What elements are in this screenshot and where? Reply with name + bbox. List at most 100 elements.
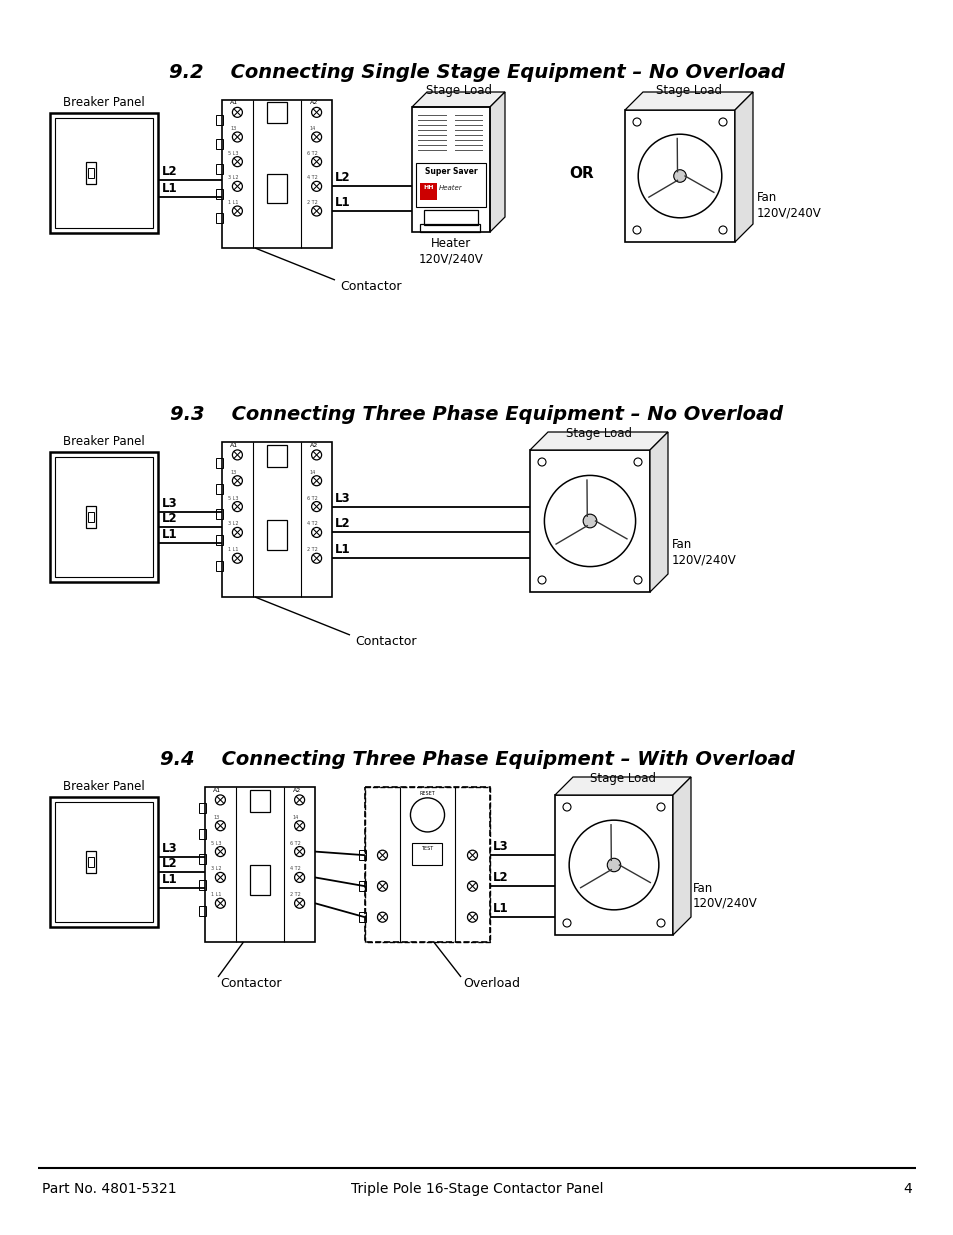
Text: L3: L3 [162,496,177,510]
Text: 14: 14 [309,469,315,474]
Bar [416,163,486,207]
Text: 3 L2: 3 L2 [228,521,238,526]
Text: 9.3    Connecting Three Phase Equipment – No Overload: 9.3 Connecting Three Phase Equipment – N… [171,405,782,424]
Text: 4: 4 [902,1182,911,1195]
Text: 3 L2: 3 L2 [211,867,221,872]
Polygon shape [490,91,504,232]
Bar [205,787,314,942]
Bar [50,112,158,233]
Text: Contactor: Contactor [339,280,401,293]
Bar [250,789,270,811]
Text: Triple Pole 16-Stage Contactor Panel: Triple Pole 16-Stage Contactor Panel [351,1182,602,1195]
Text: L1: L1 [335,196,351,209]
Bar [555,795,672,935]
Bar [55,457,152,577]
Text: L2: L2 [162,857,177,871]
Text: Stage Load: Stage Load [656,84,721,98]
Bar [199,803,206,813]
Bar [419,183,437,200]
Text: Contactor: Contactor [220,977,281,990]
Bar [215,164,223,174]
Polygon shape [672,777,690,935]
Text: L1: L1 [162,873,177,885]
Text: RESET: RESET [419,790,435,795]
Text: A1: A1 [213,788,221,793]
Circle shape [582,514,597,527]
Polygon shape [412,91,504,107]
Text: 1 L1: 1 L1 [228,200,238,205]
Text: 13: 13 [230,469,236,474]
Bar [222,100,332,248]
Text: Stage Load: Stage Load [565,427,631,440]
Bar [55,802,152,923]
Polygon shape [530,432,667,450]
Text: L1: L1 [335,543,351,556]
Circle shape [673,169,685,183]
Bar [423,210,477,225]
Text: A1: A1 [230,443,238,448]
Text: L1: L1 [162,529,177,541]
Bar [86,162,96,184]
Bar [199,906,206,916]
Text: 14: 14 [293,815,298,820]
Polygon shape [624,91,752,110]
Bar [50,797,158,927]
Bar [215,458,223,468]
Bar [250,864,270,895]
Text: 1 L1: 1 L1 [228,547,238,552]
Bar [199,881,206,890]
Text: 6 T2: 6 T2 [307,495,317,500]
Bar [50,452,158,582]
Bar [267,103,287,124]
Text: 5 L3: 5 L3 [228,495,238,500]
Text: L2: L2 [335,172,351,184]
Polygon shape [555,777,690,795]
Bar [358,913,366,923]
Text: A1: A1 [230,100,238,105]
Bar [215,509,223,520]
Bar [222,442,332,597]
Bar [530,450,649,592]
Text: HH: HH [423,185,434,190]
Text: 6 T2: 6 T2 [307,151,317,156]
Text: Stage Load: Stage Load [589,772,656,785]
Text: Part No. 4801-5321: Part No. 4801-5321 [42,1182,176,1195]
Text: Contactor: Contactor [355,635,416,648]
Text: Heater
120V/240V: Heater 120V/240V [418,237,483,266]
Polygon shape [649,432,667,592]
Text: L3: L3 [162,842,177,855]
Text: L1: L1 [162,182,177,195]
Circle shape [607,858,620,872]
Bar [267,174,287,204]
Text: OR: OR [569,165,594,180]
Bar [624,110,734,242]
Polygon shape [734,91,752,242]
Text: 13: 13 [213,815,219,820]
Bar [215,483,223,494]
Bar [88,513,94,522]
Bar [88,168,94,178]
Bar [419,224,479,232]
Text: Breaker Panel: Breaker Panel [63,96,145,109]
Text: 4 T2: 4 T2 [290,867,300,872]
Text: 2 T2: 2 T2 [307,547,317,552]
Text: TEST: TEST [421,846,434,851]
Text: Breaker Panel: Breaker Panel [63,435,145,448]
Text: Fan
120V/240V: Fan 120V/240V [692,882,757,910]
Text: 5 L3: 5 L3 [228,151,238,156]
Bar [86,851,96,873]
Bar [412,842,442,864]
Text: 4 T2: 4 T2 [307,521,317,526]
Bar [215,189,223,199]
Text: L2: L2 [162,513,177,525]
Text: Fan
120V/240V: Fan 120V/240V [757,191,821,219]
Bar [215,214,223,224]
Bar [215,140,223,149]
Text: Super Saver: Super Saver [424,167,476,177]
Text: Stage Load: Stage Load [426,84,492,98]
Text: Breaker Panel: Breaker Panel [63,781,145,793]
Bar [358,882,366,892]
Bar [267,520,287,551]
Text: L2: L2 [493,871,508,884]
Text: 14: 14 [309,126,315,131]
